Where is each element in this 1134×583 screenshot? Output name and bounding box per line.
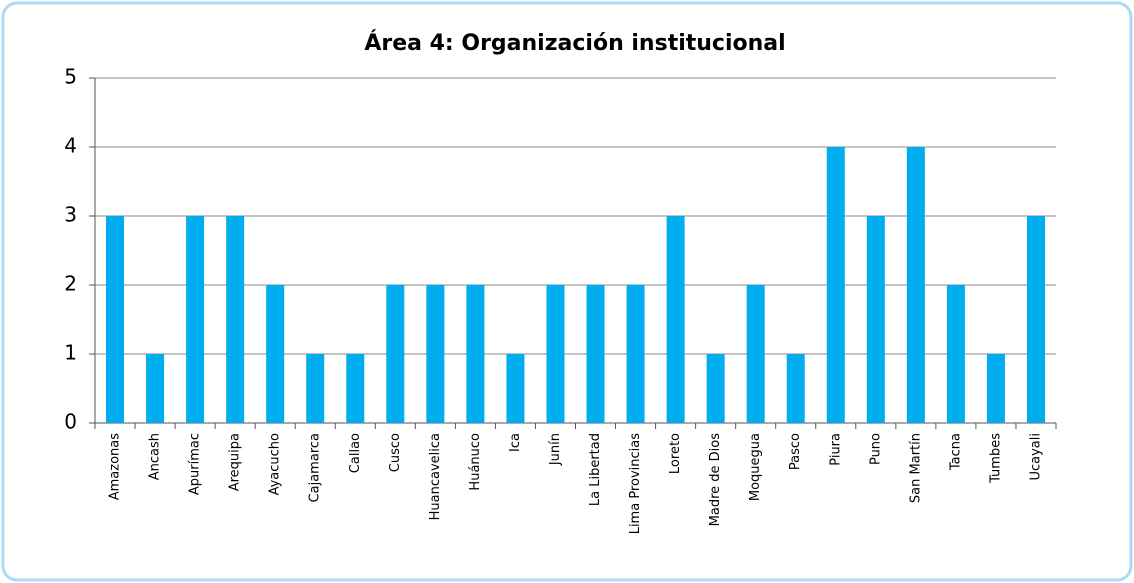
bar	[546, 285, 565, 423]
x-tick-label: Ucayali	[1028, 433, 1043, 481]
bar	[346, 354, 365, 423]
bar	[466, 285, 485, 423]
x-tick-label: Amazonas	[108, 433, 123, 501]
bar	[826, 147, 845, 423]
x-tick-label: San Martín	[908, 433, 923, 503]
bar	[146, 354, 165, 423]
x-tick-label: Apurímac	[188, 433, 203, 495]
x-tick-label: Ayacucho	[268, 433, 283, 495]
bar	[746, 285, 765, 423]
x-tick-label: Huancavelica	[428, 433, 443, 520]
bar	[586, 285, 605, 423]
x-tick-label: Tumbes	[988, 433, 1003, 484]
bar	[106, 216, 125, 423]
bar	[386, 285, 405, 423]
x-tick-label: Ica	[508, 433, 523, 452]
y-tick-label: 2	[64, 272, 77, 296]
bar	[306, 354, 325, 423]
x-tick-label: Puno	[868, 433, 883, 465]
bar	[666, 216, 685, 423]
x-tick-label: Tacna	[948, 433, 963, 471]
x-tick-label: Moquegua	[748, 433, 763, 501]
x-tick-label: Callao	[348, 433, 363, 473]
x-tick-label: Lima Provincias	[628, 433, 643, 535]
x-tick-label: Junín	[548, 433, 563, 466]
bar	[986, 354, 1005, 423]
y-tick-label: 0	[64, 410, 77, 434]
x-tick-label: Loreto	[668, 433, 683, 474]
y-tick-label: 1	[64, 341, 77, 365]
x-tick-label: Pasco	[788, 433, 803, 470]
x-tick-label: Ancash	[148, 433, 163, 480]
x-tick-label: La Libertad	[588, 433, 603, 506]
y-tick-label: 5	[64, 65, 77, 89]
bar	[946, 285, 965, 423]
bar	[426, 285, 445, 423]
bar	[626, 285, 645, 423]
x-tick-label: Madre de Dios	[708, 433, 723, 527]
bar	[266, 285, 285, 423]
bar	[906, 147, 925, 423]
y-tick-label: 4	[64, 134, 77, 158]
bar	[186, 216, 205, 423]
bar	[226, 216, 245, 423]
chart-title: Área 4: Organización institucional	[364, 30, 785, 56]
bar	[866, 216, 885, 423]
x-tick-label: Piura	[828, 433, 843, 466]
bar	[706, 354, 725, 423]
bar	[506, 354, 525, 423]
x-tick-label: Cajamarca	[308, 433, 323, 502]
y-tick-label: 3	[64, 203, 77, 227]
x-tick-label: Cusco	[388, 433, 403, 472]
x-tick-label: Arequipa	[228, 433, 243, 491]
x-tick-label: Huánuco	[468, 433, 483, 491]
bar	[1026, 216, 1045, 423]
bar	[786, 354, 805, 423]
